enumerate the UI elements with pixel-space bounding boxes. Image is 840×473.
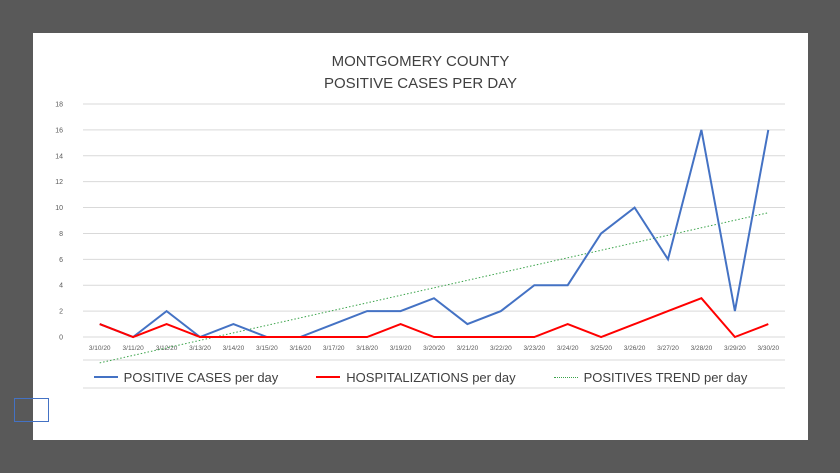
legend-label-trend: POSITIVES TREND per day [583, 369, 748, 385]
y-tick-label: 2 [59, 309, 63, 316]
chart-title-line-1: MONTGOMERY COUNTY [331, 53, 510, 70]
series-line-positive-cases [99, 129, 770, 339]
legend-swatch-trend [553, 376, 578, 378]
x-tick-label: 3/15/20 [256, 345, 278, 352]
x-tick-label: 3/11/20 [123, 345, 145, 352]
chart-title: MONTGOMERY COUNTY POSITIVE CASES PER DAY [33, 51, 808, 95]
selection-box[interactable] [14, 398, 49, 422]
x-tick-label: 3/26/20 [624, 345, 646, 352]
x-tick-label: 3/18/20 [356, 345, 378, 352]
y-tick-label: 16 [55, 127, 63, 134]
x-tick-label: 3/17/20 [323, 345, 345, 352]
slide: MONTGOMERY COUNTY POSITIVE CASES PER DAY… [33, 33, 808, 440]
x-tick-label: 3/16/20 [289, 345, 311, 352]
legend-item-hospitalizations: HOSPITALIZATIONS per day [316, 369, 516, 385]
y-tick-label: 0 [59, 335, 63, 342]
x-tick-label: 3/30/20 [757, 345, 779, 352]
x-tick-label: 3/23/20 [523, 345, 545, 352]
trend-line [99, 212, 769, 364]
x-tick-label: 3/24/20 [557, 345, 579, 352]
series-line-hospitalizations [99, 297, 769, 339]
legend-swatch-positive [93, 376, 118, 378]
legend-item-trend: POSITIVES TREND per day [553, 369, 748, 385]
y-tick-label: 8 [59, 231, 63, 238]
legend-label-positive: POSITIVE CASES per day [123, 369, 279, 385]
x-tick-label: 3/14/20 [223, 345, 245, 352]
x-tick-label: 3/10/20 [89, 345, 111, 352]
chart-title-line-2: POSITIVE CASES PER DAY [323, 75, 518, 92]
y-tick-label: 4 [59, 283, 63, 290]
x-tick-label: 3/19/20 [390, 345, 412, 352]
y-tick-label: 10 [55, 205, 63, 212]
x-tick-label: 3/13/20 [189, 345, 211, 352]
line-chart[interactable]: 0 2 4 6 8 10 12 14 16 18 3/10/20 3/11/20 3/12/20 3/13… [33, 33, 808, 440]
x-tick-label: 3/20/20 [423, 345, 445, 352]
x-tick-label: 3/22/20 [490, 345, 512, 352]
legend-swatch-hospitalizations [316, 376, 341, 378]
x-tick-label: 3/29/20 [724, 345, 746, 352]
legend-label-hospitalizations: HOSPITALIZATIONS per day [346, 369, 516, 385]
x-tick-label: 3/27/20 [657, 345, 679, 352]
x-tick-label: 3/21/20 [457, 345, 479, 352]
legend: POSITIVE CASES per day HOSPITALIZATIONS … [33, 366, 808, 388]
x-tick-label: 3/12/20 [156, 345, 178, 352]
y-tick-label: 12 [55, 179, 63, 186]
x-tick-label: 3/25/20 [590, 345, 612, 352]
legend-item-positive: POSITIVE CASES per day [93, 369, 279, 385]
y-tick-label: 14 [55, 153, 63, 160]
y-tick-label: 6 [59, 257, 63, 264]
x-tick-label: 3/28/20 [691, 345, 713, 352]
y-tick-label: 18 [55, 102, 63, 109]
